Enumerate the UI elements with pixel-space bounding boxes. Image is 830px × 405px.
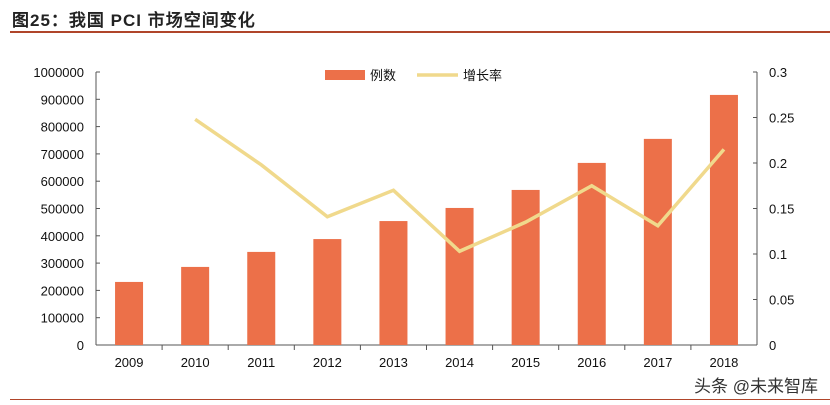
legend-label-line: 增长率 — [463, 68, 502, 83]
x-tick-label: 2015 — [511, 355, 540, 370]
x-tick-label: 2016 — [577, 355, 606, 370]
bar-2010 — [181, 266, 210, 345]
left-tick-label: 0 — [77, 338, 84, 353]
watermark: 头条 @未来智库 — [694, 377, 818, 396]
legend-label-bars: 例数 — [370, 68, 396, 83]
left-tick-label: 500000 — [41, 202, 84, 217]
x-tick-label: 2011 — [247, 355, 275, 370]
x-tick-label: 2018 — [709, 355, 738, 370]
right-tick-label: 0.15 — [769, 202, 794, 217]
left-tick-label: 100000 — [41, 311, 84, 326]
title-divider — [10, 31, 830, 33]
left-tick-label: 600000 — [41, 174, 84, 189]
bar-2014 — [445, 207, 474, 345]
right-tick-label: 0.3 — [769, 65, 787, 80]
x-tick-label: 2012 — [313, 355, 342, 370]
x-tick-label: 2013 — [379, 355, 408, 370]
left-tick-label: 300000 — [41, 256, 84, 271]
x-tick-label: 2009 — [115, 355, 144, 370]
x-tick-label: 2017 — [643, 355, 672, 370]
bar-2018 — [709, 94, 738, 345]
x-tick-label: 2014 — [445, 355, 474, 370]
right-tick-label: 0 — [769, 338, 776, 353]
left-tick-label: 200000 — [41, 283, 84, 298]
left-tick-label: 1000000 — [33, 65, 84, 80]
right-tick-label: 0.05 — [769, 293, 794, 308]
right-tick-label: 0.1 — [769, 247, 787, 262]
left-tick-label: 800000 — [41, 120, 84, 135]
legend-swatch-bars — [325, 70, 365, 80]
footer-divider — [10, 399, 830, 400]
bar-2012 — [313, 239, 342, 345]
left-tick-label: 700000 — [41, 147, 84, 162]
bar-2015 — [511, 189, 540, 345]
bar-2013 — [379, 221, 408, 345]
right-tick-label: 0.2 — [769, 156, 787, 171]
left-tick-label: 400000 — [41, 229, 84, 244]
figure-title: 图25：我国 PCI 市场空间变化 — [12, 11, 256, 30]
right-tick-label: 0.25 — [769, 111, 794, 126]
bar-2017 — [643, 138, 672, 345]
bar-2009 — [115, 281, 144, 345]
left-tick-label: 900000 — [41, 92, 84, 107]
bar-2011 — [247, 251, 276, 345]
x-tick-label: 2010 — [181, 355, 210, 370]
